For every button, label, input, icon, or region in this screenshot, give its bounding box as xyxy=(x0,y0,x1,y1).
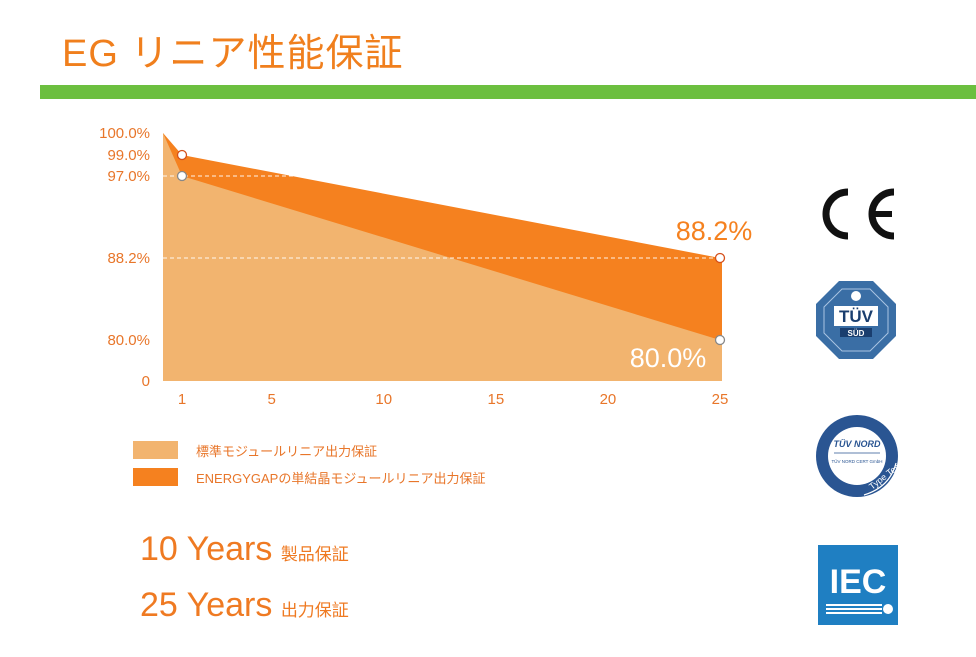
x-tick-label: 10 xyxy=(375,391,392,408)
output-warranty: 25 Years 出力保証 xyxy=(140,586,349,625)
iec-logo-icon: IEC xyxy=(818,545,898,625)
legend-item-standard: 標準モジュールリニア出力保証 xyxy=(133,439,485,461)
y-tick-label: 88.2% xyxy=(107,250,150,267)
svg-text:SÜD: SÜD xyxy=(848,329,865,338)
legend-swatch-standard xyxy=(133,441,178,459)
point-standard-1 xyxy=(176,170,188,182)
output-warranty-years: 25 Years xyxy=(140,586,273,624)
product-warranty: 10 Years 製品保証 xyxy=(140,530,349,569)
y-tick-label: 97.0% xyxy=(107,168,150,185)
chart-legend: 標準モジュールリニア出力保証 ENERGYGAPの単結晶モジュールリニア出力保証 xyxy=(133,439,485,493)
svg-text:TÜV NORD CERT GmbH: TÜV NORD CERT GmbH xyxy=(831,458,882,464)
legend-label-energygap: ENERGYGAPの単結晶モジュールリニア出力保証 xyxy=(196,470,486,486)
svg-text:TÜV: TÜV xyxy=(839,307,874,326)
y-tick-label: 80.0% xyxy=(107,332,150,349)
legend-label-standard: 標準モジュールリニア出力保証 xyxy=(196,443,378,459)
page-title: EG リニア性能保証 xyxy=(62,33,404,75)
svg-text:IEC: IEC xyxy=(830,563,887,601)
x-tick-label: 25 xyxy=(712,391,729,408)
point-standard-25 xyxy=(714,334,726,346)
output-warranty-label: 出力保証 xyxy=(280,601,349,620)
tuv-nord-logo-icon: TÜV NORD TÜV NORD CERT GmbH Type Tested xyxy=(816,415,902,497)
energygap-end-label: 88.2% xyxy=(676,216,753,246)
point-energygap-1 xyxy=(176,149,188,161)
y-tick-label: 99.0% xyxy=(107,147,150,164)
area-standard xyxy=(163,133,722,381)
x-axis-tick-labels: 1 5 10 15 20 25 xyxy=(178,391,729,408)
y-tick-label: 0 xyxy=(142,373,150,390)
standard-end-label: 80.0% xyxy=(630,343,707,373)
ce-mark-icon xyxy=(822,188,895,240)
legend-item-energygap: ENERGYGAPの単結晶モジュールリニア出力保証 xyxy=(133,466,485,488)
x-tick-label: 15 xyxy=(487,391,504,408)
chart-areas xyxy=(163,133,722,381)
svg-text:TÜV NORD: TÜV NORD xyxy=(834,439,882,449)
green-title-underline xyxy=(40,85,976,99)
product-warranty-years: 10 Years xyxy=(140,530,273,568)
chart-points xyxy=(176,149,726,346)
y-tick-label: 100.0% xyxy=(99,125,150,142)
legend-swatch-energygap xyxy=(133,468,178,486)
x-tick-label: 1 xyxy=(178,391,186,408)
chart-end-annotations: 88.2% 80.0% xyxy=(630,216,753,373)
y-axis-tick-labels: 100.0% 99.0% 97.0% 88.2% 80.0% 0 xyxy=(99,125,150,390)
chart-guide-lines xyxy=(163,175,722,259)
tuv-sud-logo-icon: TÜV SÜD xyxy=(816,281,896,359)
point-energygap-25 xyxy=(714,252,726,264)
product-warranty-label: 製品保証 xyxy=(280,545,349,564)
x-tick-label: 5 xyxy=(267,391,275,408)
x-tick-label: 20 xyxy=(600,391,617,408)
